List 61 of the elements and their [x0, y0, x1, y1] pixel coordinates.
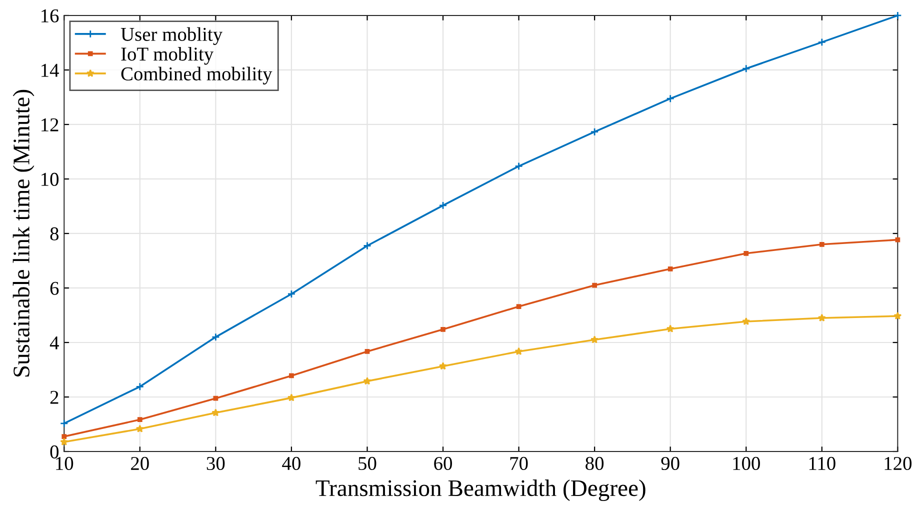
- point: [894, 312, 902, 320]
- x-tick-label: 100: [733, 456, 760, 470]
- point: [666, 94, 675, 103]
- point: [363, 377, 372, 385]
- point: [592, 282, 597, 288]
- point: [894, 11, 902, 20]
- point: [440, 326, 446, 332]
- point: [819, 242, 824, 247]
- point: [666, 324, 674, 332]
- point: [590, 336, 599, 344]
- x-tick-label: 80: [586, 456, 604, 470]
- x-tick-label: 120: [884, 456, 912, 470]
- point: [62, 434, 67, 439]
- legend-label: Combined mobility: [121, 66, 272, 84]
- point: [514, 347, 523, 355]
- point: [818, 314, 826, 322]
- x-axis-title: Transmission Beamwidth (Degree): [316, 480, 646, 502]
- x-tick-label: 50: [358, 456, 376, 470]
- point: [136, 424, 144, 432]
- x-tick-label: 70: [510, 456, 528, 470]
- point: [744, 250, 749, 256]
- point: [439, 362, 448, 370]
- point: [60, 419, 68, 428]
- point: [895, 237, 900, 242]
- point: [287, 290, 296, 298]
- y-tick-label: 2: [50, 390, 58, 404]
- point: [364, 349, 370, 354]
- y-tick-label: 12: [42, 118, 58, 132]
- point: [212, 408, 220, 416]
- x-tick-label: 20: [131, 456, 149, 470]
- point: [590, 128, 599, 136]
- y-tick-label: 6: [50, 282, 59, 295]
- x-tick-label: 110: [809, 456, 836, 470]
- point: [213, 396, 218, 401]
- point: [742, 64, 750, 73]
- y-tick-label: 10: [42, 172, 59, 186]
- point: [742, 317, 750, 326]
- point: [516, 304, 522, 309]
- legend-label: IoT moblity: [121, 47, 214, 65]
- legend-label: User moblity: [120, 27, 223, 45]
- y-tick-label: 4: [50, 336, 59, 350]
- point: [438, 201, 448, 210]
- point: [289, 373, 294, 378]
- point: [60, 438, 68, 446]
- y-axis-title: Sustainable link time (Minute): [12, 90, 34, 377]
- point: [363, 242, 372, 250]
- x-tick-label: 90: [661, 456, 680, 470]
- y-tick-label: 0: [50, 445, 59, 458]
- x-tick-label: 30: [206, 456, 225, 470]
- y-tick-label: 14: [42, 64, 59, 77]
- point: [287, 394, 296, 402]
- y-tick-label: 8: [50, 227, 59, 240]
- point: [137, 417, 142, 422]
- point: [818, 38, 826, 46]
- x-tick-label: 60: [434, 456, 452, 470]
- point: [668, 266, 673, 272]
- point: [136, 382, 144, 391]
- y-tick-label: 16: [42, 9, 59, 22]
- x-tick-label: 40: [282, 456, 300, 470]
- point: [212, 332, 220, 342]
- point: [514, 162, 523, 170]
